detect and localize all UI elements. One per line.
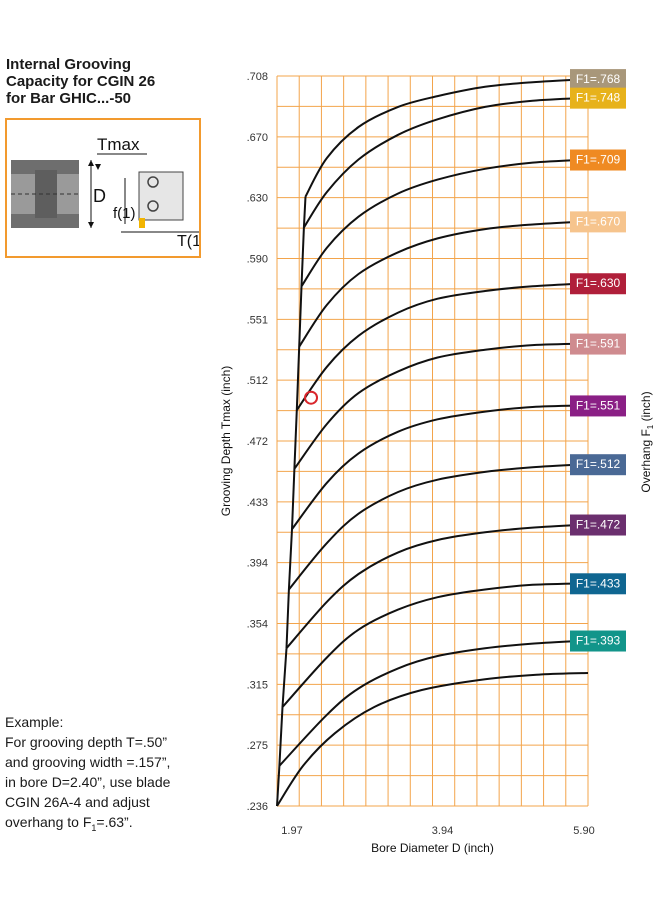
screw-bottom-icon — [147, 200, 159, 212]
series-label-box — [570, 149, 626, 171]
series-label-box — [570, 514, 626, 536]
title-line-3: for Bar GHIC...-50 — [6, 90, 132, 107]
workpiece-bottom — [11, 214, 79, 228]
chart-title: Internal Grooving Capacity for CGIN 26 f… — [6, 56, 206, 107]
series-label: F1=.768 — [576, 72, 621, 86]
d-arrow-bottom-icon — [88, 222, 94, 228]
workpiece-top — [11, 160, 79, 174]
screw-top-icon — [147, 176, 159, 188]
series-label: F1=.591 — [576, 337, 621, 351]
series-line — [300, 158, 589, 287]
series-label: F1=.551 — [576, 398, 621, 412]
right-axis-label-post: (inch) — [639, 391, 653, 424]
series-label: F1=.433 — [576, 576, 621, 590]
tmax-label: Tmax — [97, 135, 140, 154]
series-line — [291, 404, 589, 530]
series-line — [298, 220, 589, 348]
example-line-1: For grooving depth T=.50” — [5, 734, 168, 750]
tool-diagram-box: D Tmax f(1) T(1 — [5, 118, 201, 258]
x-axis-label: Bore Diameter D (inch) — [371, 841, 494, 855]
y-tick-label: .236 — [247, 801, 268, 813]
series-line — [293, 342, 589, 470]
y-tick-label: .590 — [247, 254, 268, 266]
series-label-box — [570, 333, 626, 355]
series-label-box — [570, 273, 626, 295]
y-tick-label: .315 — [247, 679, 268, 691]
y-tick-label: .472 — [247, 436, 268, 448]
example-line-2: and grooving width =.157”, — [5, 754, 171, 770]
series-label: F1=.709 — [576, 153, 621, 167]
series-label-box — [570, 87, 626, 109]
y-axis-label: Grooving Depth Tmax (inch) — [219, 366, 233, 517]
series-label: F1=.512 — [576, 457, 621, 471]
series-label: F1=.748 — [576, 91, 621, 105]
series-line — [304, 78, 589, 198]
example-heading: Example: — [5, 714, 64, 730]
y-tick-label: .708 — [247, 71, 268, 83]
example-line-4: CGIN 26A-4 and adjust — [5, 794, 150, 810]
series-label-box — [570, 573, 626, 595]
series-label-box — [570, 69, 626, 91]
example-line-3: in bore D=2.40”, use blade — [5, 774, 171, 790]
right-axis-label-sub: 1 — [646, 424, 655, 429]
series-label-box — [570, 454, 626, 476]
series-line — [281, 582, 589, 708]
insert-tip — [139, 218, 145, 228]
series-label: F1=.630 — [576, 276, 621, 290]
x-tick-label: 3.94 — [432, 825, 453, 837]
series-line — [278, 639, 589, 767]
series-labels: F1=.768 F1=.748 F1=.709 F1=.670 F1=.630 F1=.5… — [570, 69, 626, 652]
tool-diagram: D Tmax f(1) T(1 — [11, 135, 201, 250]
right-axis-label-main: Overhang F — [639, 429, 653, 492]
series-label-box — [570, 211, 626, 233]
y-tick-labels: .708 .670 .630 .590 .551 .512 .472 .433 .394 .354… — [247, 71, 268, 813]
series-line — [295, 282, 589, 411]
example-line-5: overhang to F1=.63”. — [5, 812, 220, 838]
f1-label: f(1) — [113, 205, 136, 222]
example-line-5-post: =.63”. — [96, 814, 133, 830]
right-axis-label: Overhang F1 (inch) — [639, 391, 655, 492]
tool-holder — [138, 171, 184, 221]
x-tick-label: 5.90 — [573, 825, 594, 837]
t1-label: T(1 — [177, 233, 199, 250]
series-label-box — [570, 630, 626, 652]
envelope-line — [276, 196, 307, 807]
y-tick-label: .433 — [247, 497, 268, 509]
example-line-5-sub: 1 — [91, 822, 97, 833]
title-line-1: Internal Grooving — [6, 56, 132, 73]
series-label: F1=.670 — [576, 214, 621, 228]
d-arrow-top-icon — [88, 160, 94, 166]
x-tick-label: 1.97 — [281, 825, 302, 837]
d-label: D — [93, 186, 106, 206]
series-line — [288, 463, 589, 591]
series-label: F1=.472 — [576, 518, 621, 532]
x-tick-labels: 1.97 3.94 5.90 — [281, 825, 594, 837]
y-tick-label: .630 — [247, 193, 268, 205]
series-line — [303, 96, 589, 229]
y-tick-label: .394 — [247, 558, 268, 570]
example-line-5-pre: overhang to F — [5, 814, 92, 830]
curves — [276, 78, 589, 807]
y-tick-label: .354 — [247, 619, 268, 631]
y-tick-label: .275 — [247, 740, 268, 752]
tmax-arrow-icon — [95, 164, 101, 170]
y-tick-label: .551 — [247, 314, 268, 326]
series-label: F1=.393 — [576, 634, 621, 648]
bottom-curve — [276, 672, 589, 807]
example-text: Example: For grooving depth T=.50” and g… — [5, 712, 220, 838]
title-line-2: Capacity for CGIN 26 — [6, 73, 156, 90]
y-tick-label: .512 — [247, 375, 268, 387]
series-label-box — [570, 395, 626, 417]
y-tick-label: .670 — [247, 132, 268, 144]
series-line — [285, 523, 589, 649]
example-point-marker — [304, 390, 319, 405]
